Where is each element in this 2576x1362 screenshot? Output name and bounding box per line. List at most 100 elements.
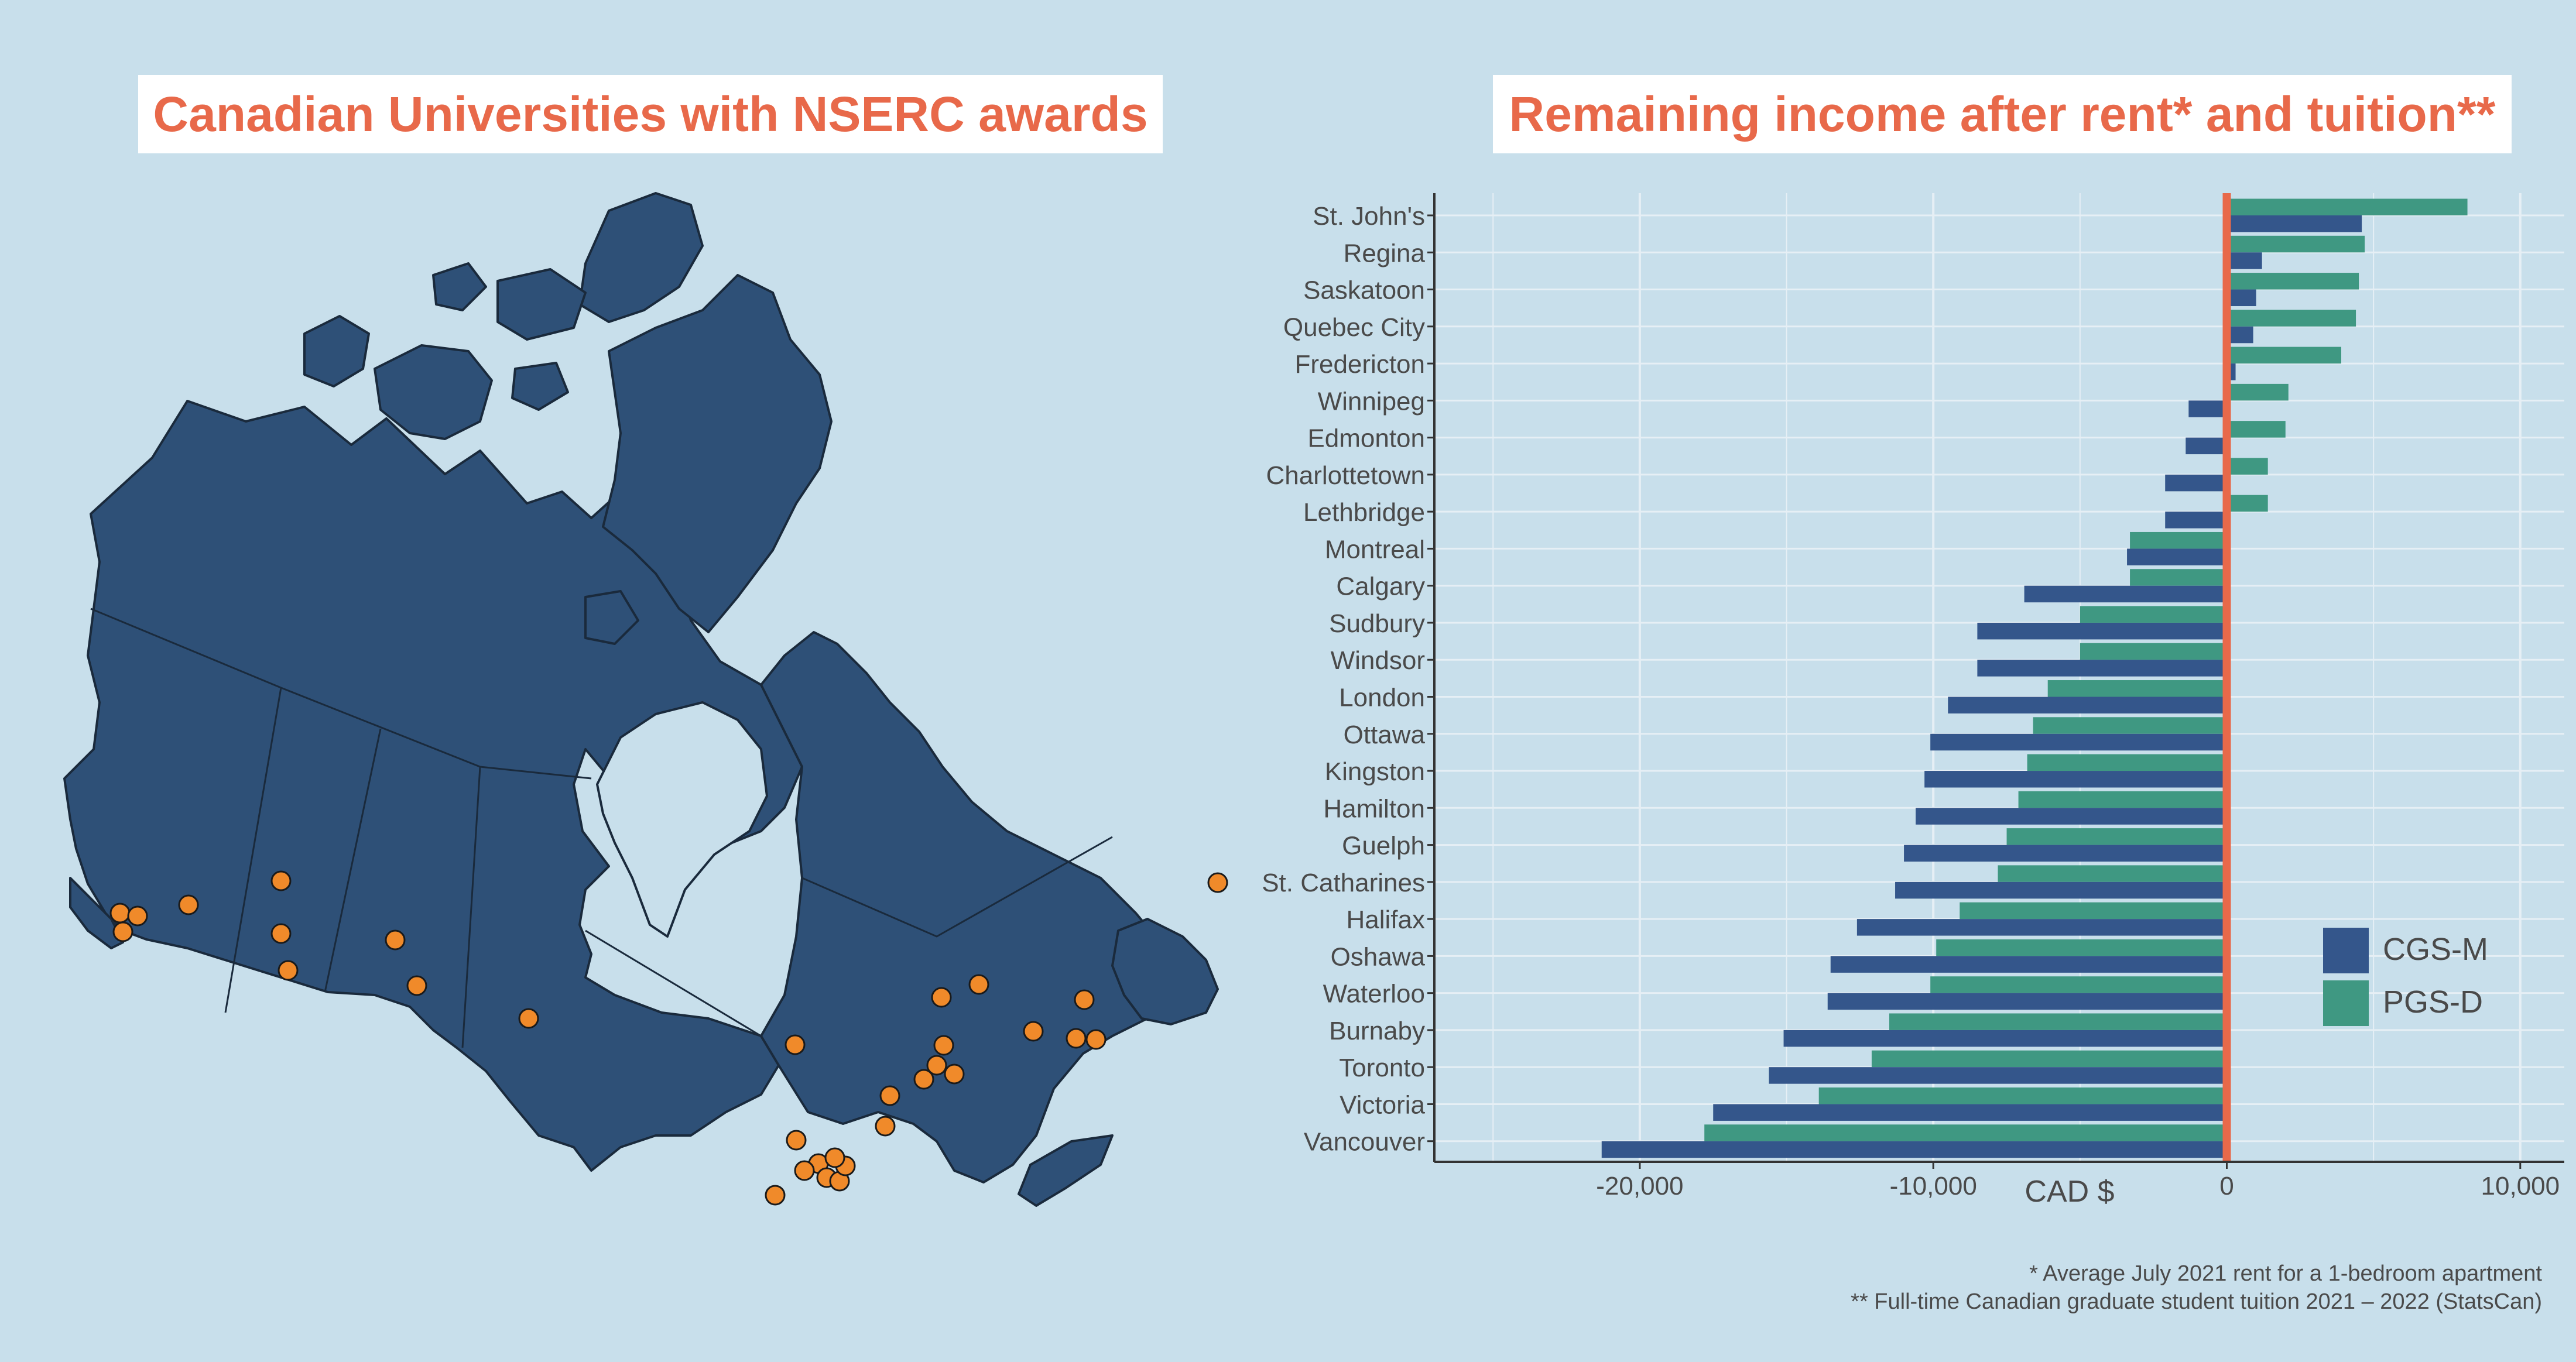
y-tick-label: Charlottetown xyxy=(1266,461,1425,490)
devon-island-shape xyxy=(496,268,587,341)
university-marker xyxy=(879,1085,900,1106)
bar-cgs-m xyxy=(1713,1104,2227,1121)
victoria-island-shape xyxy=(374,344,493,440)
bar-cgs-m xyxy=(1948,697,2227,713)
bar-pgs-d xyxy=(2226,495,2268,512)
bar-pgs-d xyxy=(1871,1050,2227,1068)
x-tick-label: 0 xyxy=(2219,1172,2234,1200)
footnote-tuition: ** Full-time Canadian graduate student t… xyxy=(1851,1289,2542,1314)
x-tick-label: -10,000 xyxy=(1890,1172,1977,1200)
bar-pgs-d xyxy=(2080,643,2227,660)
bar-cgs-m xyxy=(1916,808,2227,825)
university-marker xyxy=(1074,989,1095,1010)
bar-cgs-m xyxy=(2188,400,2227,417)
bar-pgs-d xyxy=(2080,606,2227,623)
y-tick-label: Kingston xyxy=(1325,757,1425,786)
y-tick-label: Regina xyxy=(1344,239,1426,267)
university-marker xyxy=(270,923,292,944)
x-tick-label: -20,000 xyxy=(1596,1172,1683,1200)
university-marker xyxy=(968,974,989,995)
y-tick-label: St. Catharines xyxy=(1262,869,1425,897)
y-tick-label: Montreal xyxy=(1325,535,1425,564)
bar-cgs-m xyxy=(1601,1141,2227,1158)
bar-cgs-m xyxy=(1895,881,2227,899)
bar-cgs-m xyxy=(1904,845,2227,862)
university-marker xyxy=(385,929,406,951)
university-marker xyxy=(785,1034,806,1055)
legend-label: PGS-D xyxy=(2383,984,2483,1020)
banks-island-shape xyxy=(303,315,370,387)
university-marker xyxy=(786,1130,807,1151)
bar-pgs-d xyxy=(2130,569,2227,586)
y-tick-label: Saskatoon xyxy=(1303,276,1425,305)
canada-landmass xyxy=(63,192,1219,1207)
bar-pgs-d xyxy=(1998,865,2227,882)
bar-pgs-d xyxy=(2027,754,2227,771)
vancouver-island-shape xyxy=(69,877,124,949)
y-tick-label: Windsor xyxy=(1331,646,1425,675)
bar-pgs-d xyxy=(1936,939,2227,956)
southampton-island-shape xyxy=(584,590,639,645)
bar-pgs-d xyxy=(2226,273,2359,290)
university-marker xyxy=(112,921,133,942)
university-marker xyxy=(824,1147,845,1168)
y-tick-label: Hamilton xyxy=(1323,794,1425,823)
legend-swatch xyxy=(2323,980,2369,1026)
university-marker xyxy=(875,1116,896,1137)
bar-pgs-d xyxy=(2226,346,2342,364)
map-title: Canadian Universities with NSERC awards xyxy=(138,75,1163,153)
nova-scotia-shape xyxy=(1018,1134,1114,1207)
bar-cgs-m xyxy=(1783,1030,2227,1047)
footnote-rent: * Average July 2021 rent for a 1-bedroom… xyxy=(2029,1261,2542,1286)
bar-cgs-m xyxy=(1827,993,2227,1010)
university-marker xyxy=(518,1008,539,1029)
university-marker xyxy=(270,870,292,891)
x-tick-label: 10,000 xyxy=(2481,1172,2560,1200)
bar-pgs-d xyxy=(2226,383,2289,401)
x-tick-labels: -20,000 -10,000 0 10,000 xyxy=(1596,1162,2560,1200)
bar-cgs-m xyxy=(2165,512,2227,529)
y-tick-label: Sudbury xyxy=(1329,609,1425,638)
bar-cgs-m xyxy=(1977,660,2227,677)
y-tick-label: Calgary xyxy=(1336,572,1425,601)
university-marker xyxy=(944,1063,965,1085)
y-tick-label: Burnaby xyxy=(1329,1017,1425,1045)
bar-cgs-m xyxy=(1830,956,2227,973)
university-marker xyxy=(278,960,299,981)
y-tick-label: Quebec City xyxy=(1283,313,1425,342)
hudson-bay xyxy=(596,701,768,938)
university-marker xyxy=(127,905,148,927)
y-tick-label: Toronto xyxy=(1339,1054,1425,1082)
bar-cgs-m xyxy=(2165,474,2227,492)
arctic-island-small-1 xyxy=(432,262,487,311)
bar-pgs-d xyxy=(2226,310,2356,327)
bar-pgs-d xyxy=(2226,235,2365,253)
x-axis-label: CAD $ xyxy=(2025,1175,2114,1209)
bar-pgs-d xyxy=(1704,1124,2227,1141)
university-marker xyxy=(794,1160,815,1181)
university-marker xyxy=(933,1035,954,1056)
canada-map xyxy=(63,192,1228,1207)
bar-cgs-m xyxy=(2024,585,2227,603)
legend-swatch xyxy=(2323,928,2369,973)
y-tick-label: Fredericton xyxy=(1294,350,1425,379)
legend: CGS-M PGS-D xyxy=(2323,928,2488,1026)
y-tick-label: Oshawa xyxy=(1331,942,1426,971)
university-marker xyxy=(1207,872,1228,893)
bars xyxy=(1601,198,2468,1158)
baffin-island-shape xyxy=(602,274,833,633)
bar-cgs-m xyxy=(1977,622,2227,640)
bar-pgs-d xyxy=(2226,198,2468,215)
bar-pgs-d xyxy=(1818,1087,2227,1104)
bar-cgs-m xyxy=(1924,771,2227,788)
ellesmere-island-shape xyxy=(578,192,704,323)
bar-cgs-m xyxy=(2226,289,2256,307)
y-tick-label: Winnipeg xyxy=(1318,387,1425,416)
province-borders xyxy=(90,608,1113,1048)
y-tick-label: Lethbridge xyxy=(1303,498,1425,527)
university-marker xyxy=(913,1069,934,1090)
university-marker xyxy=(1066,1028,1087,1049)
bar-cgs-m xyxy=(1769,1067,2227,1084)
bar-pgs-d xyxy=(1960,902,2227,920)
y-tick-label: St. John's xyxy=(1313,202,1425,231)
